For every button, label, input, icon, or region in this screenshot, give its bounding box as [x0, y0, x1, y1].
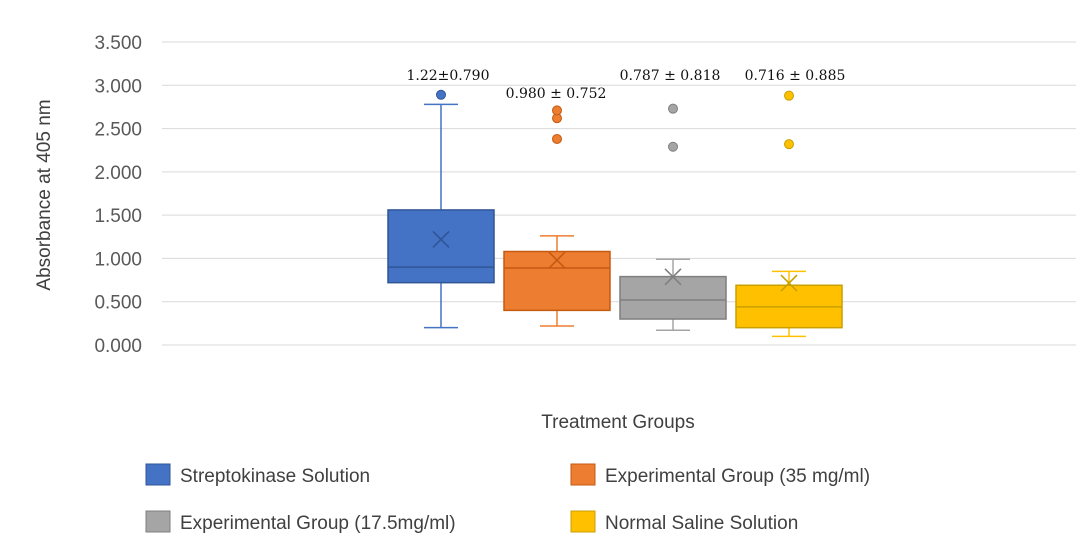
- legend-item: Streptokinase Solution: [145, 463, 370, 487]
- outlier-point: [668, 141, 678, 152]
- y-tick-label: 1.000: [94, 249, 142, 270]
- box-iqr: [503, 250, 611, 312]
- y-tick-label: 0.500: [94, 293, 142, 314]
- y-tick-label: 3.500: [94, 33, 142, 54]
- box-group: [619, 103, 727, 332]
- legend: Streptokinase Solution Experimental Group…: [145, 463, 870, 534]
- boxes: [387, 89, 843, 338]
- outlier-point: [436, 89, 446, 100]
- legend-label: Experimental Group (35 mg/ml): [605, 466, 870, 487]
- legend-swatch: [145, 463, 171, 486]
- legend-label: Experimental Group (17.5mg/ml): [180, 513, 456, 534]
- y-axis-title: Absorbance at 405 nm: [34, 99, 55, 290]
- mean-sd-annotation: 0.716 ± 0.885: [745, 68, 846, 84]
- legend-item: Experimental Group (17.5mg/ml): [145, 510, 456, 534]
- outlier-point: [784, 90, 794, 101]
- outlier-point: [552, 105, 562, 116]
- y-tick-label: 2.000: [94, 163, 142, 184]
- mean-marker: [548, 251, 566, 269]
- box-iqr: [619, 275, 727, 320]
- annotations: 1.22±0.790 0.980 ± 0.752 0.787 ± 0.818 0.71…: [407, 68, 846, 102]
- legend-item: Normal Saline Solution: [570, 510, 798, 534]
- outlier-point: [552, 133, 562, 144]
- y-tick-label: 1.500: [94, 206, 142, 227]
- legend-swatch: [145, 510, 171, 533]
- box-group: [503, 105, 611, 327]
- mean-marker: [664, 268, 682, 286]
- y-tick-label: 3.000: [94, 76, 142, 97]
- box-group: [387, 89, 495, 329]
- mean-sd-annotation: 1.22±0.790: [407, 68, 490, 84]
- outlier-point: [668, 103, 678, 114]
- y-tick-labels: 0.000 0.500 1.000 1.500 2.000 2.500 3.000 3.500: [94, 33, 142, 357]
- box-group: [735, 90, 843, 338]
- x-axis-title: Treatment Groups: [541, 412, 694, 433]
- mean-marker: [780, 274, 798, 292]
- legend-label: Streptokinase Solution: [180, 466, 370, 487]
- legend-item: Experimental Group (35 mg/ml): [570, 463, 870, 487]
- box-iqr: [387, 209, 495, 284]
- outlier-point: [784, 139, 794, 150]
- y-tick-label: 2.500: [94, 120, 142, 141]
- y-tick-label: 0.000: [94, 336, 142, 357]
- legend-label: Normal Saline Solution: [605, 513, 798, 534]
- legend-swatch: [570, 510, 596, 533]
- legend-swatch: [570, 463, 596, 486]
- mean-marker: [432, 230, 450, 248]
- mean-sd-annotation: 0.980 ± 0.752: [506, 86, 607, 102]
- gridlines: [162, 41, 1076, 346]
- mean-sd-annotation: 0.787 ± 0.818: [620, 68, 721, 84]
